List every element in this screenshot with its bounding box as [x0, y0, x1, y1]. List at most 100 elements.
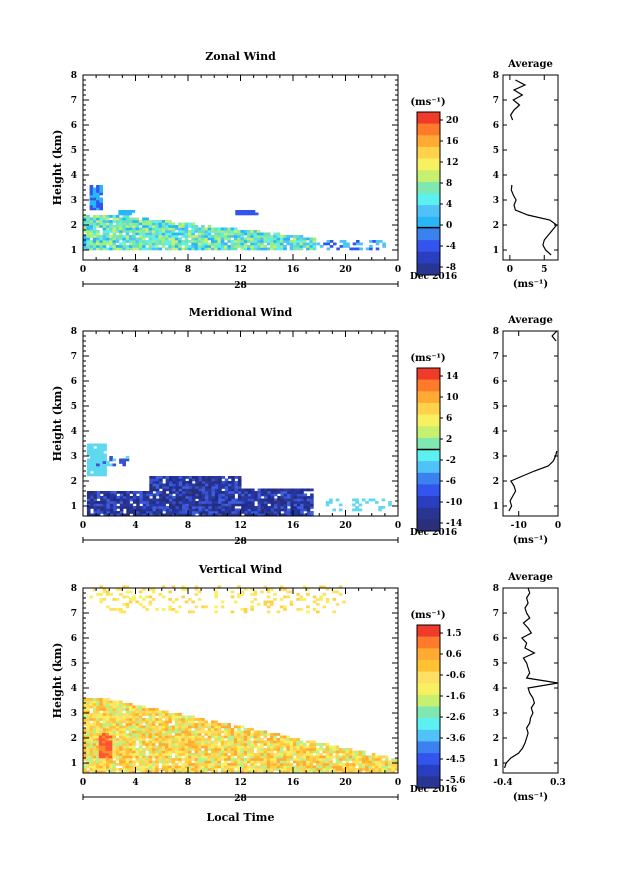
heatmap-cell — [302, 598, 307, 601]
heatmap-cell — [161, 585, 166, 589]
heatmap-cell — [253, 760, 258, 764]
heatmap-cell — [122, 770, 126, 774]
heatmap-cell — [286, 595, 290, 599]
heatmap-cell — [119, 503, 124, 507]
heatmap-cell — [361, 753, 366, 756]
heatmap-cell — [89, 715, 94, 719]
heatmap-cell — [86, 733, 90, 736]
heatmap-cell — [251, 498, 255, 502]
heatmap-cell — [129, 503, 134, 507]
heatmap-cell — [394, 760, 399, 764]
heatmap-cell — [325, 600, 330, 604]
heatmap-cell — [122, 725, 126, 729]
heatmap-cell — [273, 738, 277, 741]
heatmap-cell — [198, 481, 203, 484]
heatmap-cell — [106, 513, 111, 517]
heatmap-cell — [220, 245, 225, 248]
heatmap-cell — [345, 748, 350, 751]
colorbar-frame — [416, 624, 441, 789]
heatmap-cell — [122, 220, 126, 223]
heatmap-cell — [161, 753, 166, 756]
heatmap-cell — [102, 222, 107, 226]
heatmap-cell — [148, 245, 153, 248]
heatmap-cell — [329, 763, 333, 766]
heatmap-cell — [145, 728, 149, 731]
heatmap-cell — [309, 755, 313, 759]
heatmap-cell — [102, 225, 107, 228]
heatmap-cell — [243, 748, 248, 751]
heatmap-cell — [165, 768, 169, 771]
heatmap-cell — [277, 513, 281, 517]
heatmap-cell — [296, 740, 300, 744]
heatmap-cell — [256, 740, 261, 744]
heatmap-cell — [128, 738, 133, 741]
heatmap-cell — [355, 755, 359, 759]
heatmap-cell — [90, 466, 94, 469]
heatmap-cell — [299, 765, 304, 769]
heatmap-cell — [109, 738, 113, 741]
heatmap-cell — [103, 498, 107, 502]
heatmap-cell — [276, 232, 281, 236]
heatmap-cell — [184, 230, 189, 233]
heatmap-cell — [352, 247, 357, 251]
heatmap-cell — [184, 763, 189, 766]
heatmap-cell — [240, 745, 245, 749]
average-y-tick-label: 1 — [493, 502, 499, 512]
heatmap-cell — [312, 768, 317, 771]
heatmap-cell — [197, 235, 202, 238]
colorbar-segment — [417, 776, 440, 789]
heatmap-cell — [98, 748, 103, 751]
heatmap-cell — [224, 725, 228, 729]
heatmap-cell — [125, 230, 130, 233]
heatmap-cell — [161, 755, 166, 759]
heatmap-cell — [214, 765, 218, 769]
heatmap-cell — [234, 498, 239, 502]
heatmap-cell — [276, 753, 281, 756]
heatmap-cell — [345, 768, 350, 771]
heatmap-cell — [273, 735, 277, 739]
heatmap-cell — [250, 242, 254, 246]
heatmap-cell — [93, 443, 98, 447]
heatmap-cell — [125, 723, 130, 726]
heatmap-cell — [243, 728, 248, 731]
heatmap-cell — [329, 770, 333, 774]
heatmap-cell — [256, 753, 261, 756]
heatmap-cell — [149, 508, 153, 512]
heatmap-cell — [89, 748, 94, 751]
heatmap-cell — [191, 222, 195, 226]
heatmap-cell — [96, 723, 100, 726]
heatmap-cell — [266, 738, 271, 741]
heatmap-cell — [253, 245, 258, 248]
heatmap-cell — [96, 768, 100, 771]
heatmap-cell — [145, 720, 149, 724]
heatmap-cell — [283, 735, 287, 739]
x-tick-label: 20 — [339, 521, 352, 531]
heatmap-cell — [149, 511, 153, 514]
heatmap-cell — [256, 760, 261, 764]
heatmap-cell — [138, 768, 143, 771]
heatmap-cell — [132, 240, 136, 243]
heatmap-cell — [132, 713, 136, 716]
heatmap-cell — [86, 466, 91, 469]
colorbar-tick-label: -3.6 — [446, 734, 465, 744]
heatmap-cell — [194, 763, 199, 766]
heatmap-cell — [168, 753, 172, 756]
heatmap-cell — [263, 237, 268, 241]
heatmap-cell — [188, 738, 192, 741]
heatmap-cell — [109, 770, 113, 774]
heatmap-cell — [165, 718, 169, 721]
heatmap-cell — [237, 765, 241, 769]
heatmap-cell — [274, 508, 278, 512]
heatmap-cell — [211, 725, 215, 729]
heatmap-cell — [310, 498, 314, 502]
heatmap-cell — [250, 588, 254, 591]
heatmap-cell — [96, 703, 100, 706]
heatmap-cell — [287, 498, 291, 502]
heatmap-cell — [139, 496, 143, 499]
heatmap-cell — [155, 760, 159, 764]
heatmap-cell — [306, 758, 310, 761]
heatmap-cell — [296, 247, 300, 251]
heatmap-cell — [105, 738, 109, 741]
heatmap-cell — [204, 758, 208, 761]
heatmap-cell — [181, 743, 185, 746]
